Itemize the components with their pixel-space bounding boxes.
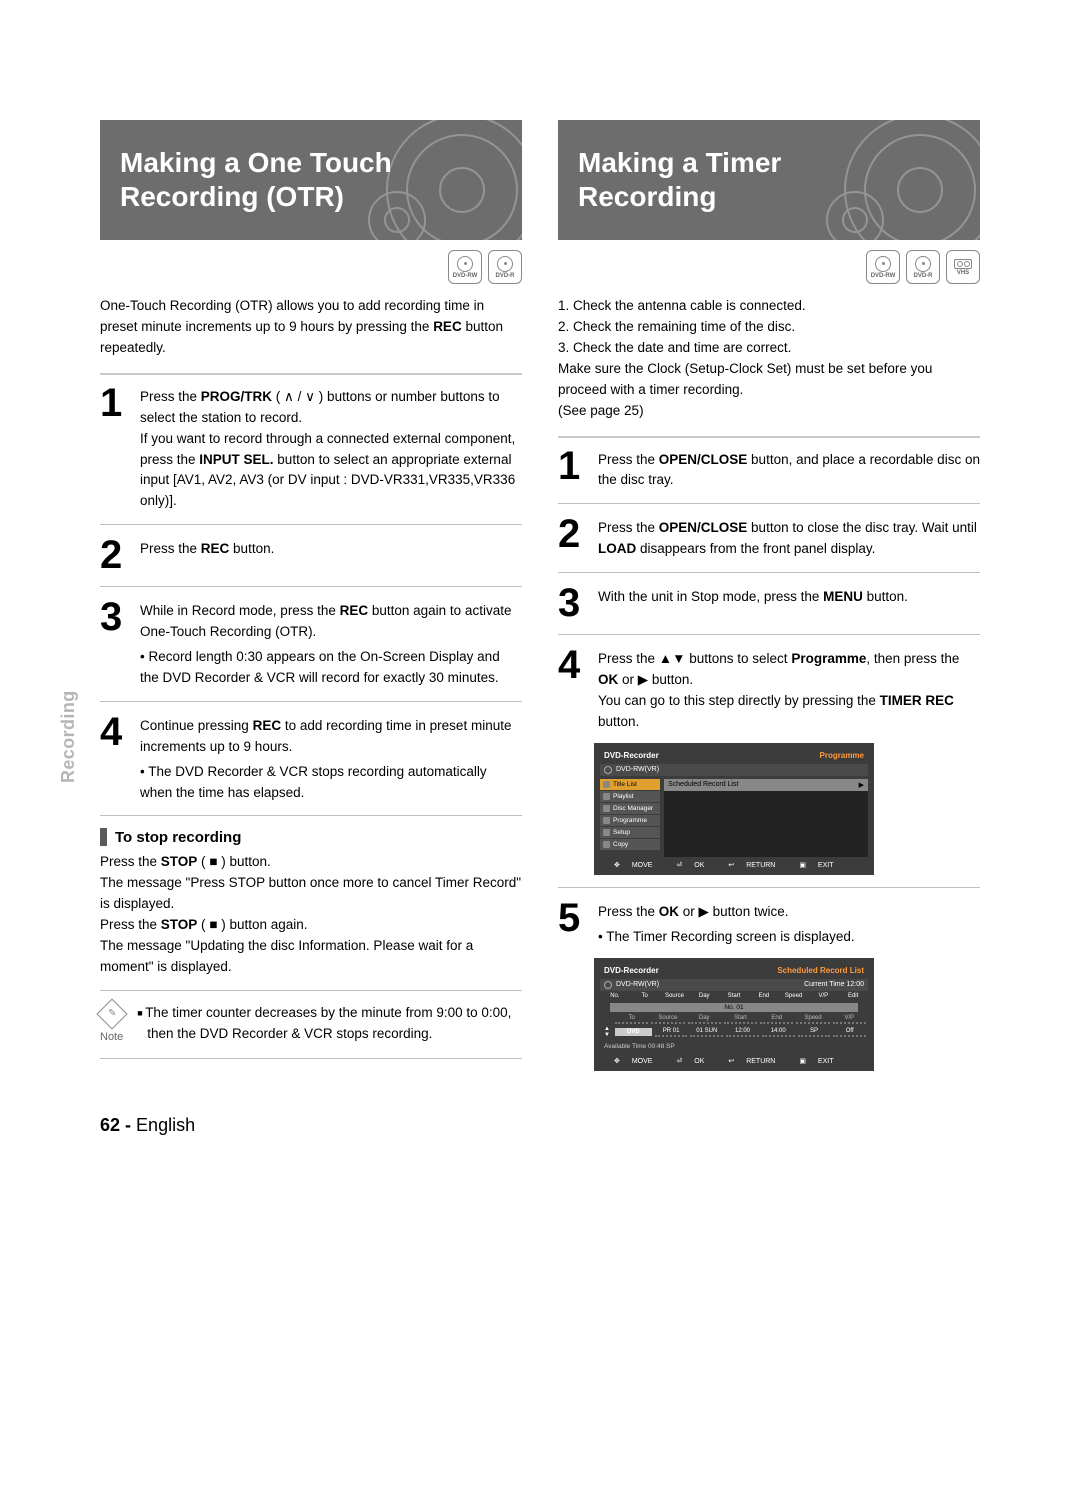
step-number: 3 [558,585,588,622]
right-step-2: 2 Press the OPEN/CLOSE button to close t… [558,516,980,560]
separator [558,572,980,573]
note-block: ✎ Note The timer counter decreases by th… [100,1003,522,1046]
step-body: Continue pressing REC to add recording t… [140,714,522,804]
separator [100,524,522,525]
step-body: Press the REC button. [140,537,522,574]
left-step-3: 3 While in Record mode, press the REC bu… [100,599,522,689]
step-number: 2 [100,537,130,574]
step-body: Press the ▲▼ buttons to select Programme… [598,647,980,733]
right-intro: 1. Check the antenna cable is connected.… [558,296,980,422]
step-body: Press the PROG/TRK ( ∧ / ∨ ) buttons or … [140,385,522,513]
right-badges: DVD-RW DVD-R VHS [558,250,980,284]
stop-heading: To stop recording [115,829,241,846]
hero-disc-art [800,120,980,240]
left-title-l2: Recording (OTR) [120,181,344,212]
side-label: Recording [58,690,79,783]
right-title-l2: Recording [578,181,716,212]
right-column: Making a Timer Recording DVD-RW DVD-R VH… [558,120,980,1075]
badge-dvd-r: DVD-R [488,250,522,284]
right-title-l1: Making a Timer [578,147,781,178]
right-title: Making a Timer Recording [578,146,781,214]
left-column: Making a One Touch Recording (OTR) DVD-R… [100,120,522,1075]
separator [100,373,522,375]
right-hero: Making a Timer Recording [558,120,980,240]
step-body: Press the OPEN/CLOSE button, and place a… [598,448,980,492]
badge-dvd-rw: DVD-RW [866,250,900,284]
separator [558,634,980,635]
step-body: With the unit in Stop mode, press the ME… [598,585,980,622]
left-step-1: 1 Press the PROG/TRK ( ∧ / ∨ ) buttons o… [100,385,522,513]
osd-panel: Scheduled Record List▶ [664,779,868,857]
badge-dvd-rw: DVD-RW [448,250,482,284]
separator [100,815,522,816]
badge-vhs: VHS [946,250,980,284]
note-text: The timer counter decreases by the minut… [137,1003,522,1045]
step-body: Press the OK or ▶ button twice. The Time… [598,900,980,948]
heading-bar-icon [100,828,107,846]
osd-schedule: DVD-RecorderScheduled Record List DVD-RW… [594,958,874,1071]
left-title-l1: Making a One Touch [120,147,392,178]
separator [558,503,980,504]
stop-body: Press the STOP ( ■ ) button. The message… [100,852,522,978]
step-number: 5 [558,900,588,948]
page-footer: 62 - English [100,1115,980,1136]
note-label: Note [100,1029,123,1046]
osd-programme: DVD-RecorderProgramme DVD-RW(VR) Title L… [594,743,874,875]
left-step-2: 2 Press the REC button. [100,537,522,574]
right-step-5: 5 Press the OK or ▶ button twice. The Ti… [558,900,980,948]
left-title: Making a One Touch Recording (OTR) [120,146,392,214]
step-body: While in Record mode, press the REC butt… [140,599,522,689]
step-number: 2 [558,516,588,560]
step-number: 1 [100,385,130,513]
stop-heading-row: To stop recording [100,828,522,846]
left-step-4: 4 Continue pressing REC to add recording… [100,714,522,804]
page-number: 62 - [100,1115,131,1135]
separator [100,586,522,587]
page-language: English [136,1115,195,1135]
osd-menu: Title List Playlist Disc Manager Program… [600,779,660,857]
separator [100,1058,522,1059]
note-icon: ✎ [96,998,127,1029]
step-number: 1 [558,448,588,492]
right-step-4: 4 Press the ▲▼ buttons to select Program… [558,647,980,733]
right-step-1: 1 Press the OPEN/CLOSE button, and place… [558,448,980,492]
badge-dvd-r: DVD-R [906,250,940,284]
separator [100,701,522,702]
separator [558,436,980,438]
right-step-3: 3 With the unit in Stop mode, press the … [558,585,980,622]
separator [100,990,522,991]
step-number: 4 [100,714,130,804]
page: Recording Making a One Touch Recording (… [100,120,980,1075]
separator [558,887,980,888]
left-intro: One-Touch Recording (OTR) allows you to … [100,296,522,359]
step-number: 3 [100,599,130,689]
step-number: 4 [558,647,588,733]
step-body: Press the OPEN/CLOSE button to close the… [598,516,980,560]
left-hero: Making a One Touch Recording (OTR) [100,120,522,240]
left-badges: DVD-RW DVD-R [100,250,522,284]
